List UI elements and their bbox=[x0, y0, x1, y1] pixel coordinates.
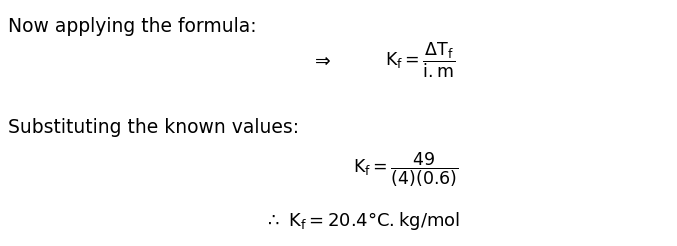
Text: $\mathrm{K_f = \dfrac{\Delta T_f}{i.m}}$: $\mathrm{K_f = \dfrac{\Delta T_f}{i.m}}$ bbox=[385, 41, 455, 80]
Text: $\therefore\ \mathrm{K_f = 20.4\degree C.kg/mol}$: $\therefore\ \mathrm{K_f = 20.4\degree C… bbox=[264, 210, 460, 232]
Text: Substituting the known values:: Substituting the known values: bbox=[8, 118, 299, 137]
Text: $\Rightarrow$: $\Rightarrow$ bbox=[311, 51, 332, 70]
Text: $\mathrm{K_f = \dfrac{49}{(4)(0.6)}}$: $\mathrm{K_f = \dfrac{49}{(4)(0.6)}}$ bbox=[353, 151, 459, 189]
Text: Now applying the formula:: Now applying the formula: bbox=[8, 17, 257, 36]
